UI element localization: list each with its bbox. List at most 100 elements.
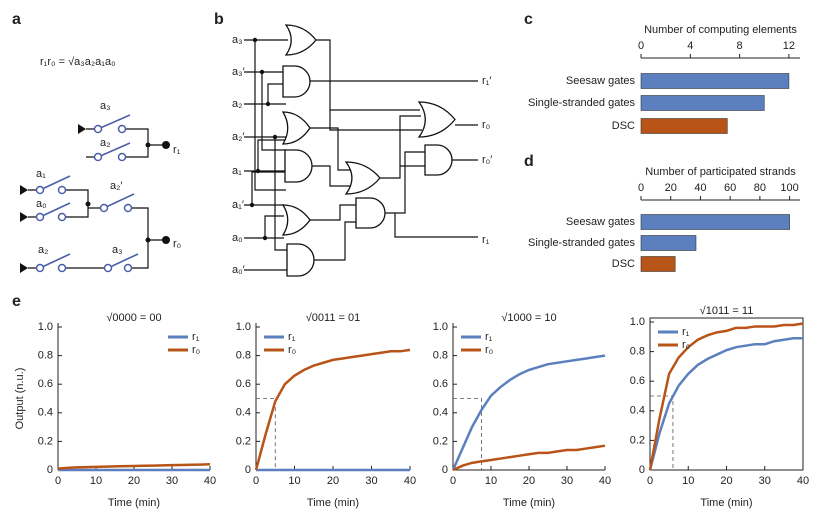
y-tick-label: 1.0 — [236, 321, 251, 333]
x-tick-label: 40 — [599, 475, 611, 487]
and-gate — [282, 65, 311, 98]
x-tick-label: 20 — [128, 475, 140, 487]
chart-title: Number of participated strands — [645, 166, 796, 178]
bar — [640, 73, 790, 89]
legend-label: r₀ — [485, 344, 493, 356]
input-label: a₁′ — [232, 199, 244, 211]
or-gate — [281, 204, 311, 236]
switch-label: a₂′ — [110, 180, 122, 192]
input-label: a₀′ — [232, 264, 245, 276]
panel-label: e — [12, 293, 21, 310]
x-axis-label: Time (min) — [108, 497, 160, 509]
input-label: a₁ — [232, 165, 242, 177]
or-gate — [281, 111, 311, 145]
and-gate — [424, 144, 453, 176]
category-label: Seesaw gates — [566, 75, 636, 87]
category-label: Single-stranded gates — [528, 237, 636, 249]
x-tick-label: 0 — [253, 475, 259, 487]
or-gate — [284, 24, 317, 56]
x-tick-label: 10 — [288, 475, 300, 487]
y-tick-label: 0 — [47, 464, 53, 476]
chart-title: Number of computing elements — [644, 24, 797, 36]
x-tick-label: 10 — [90, 475, 102, 487]
x-tick-label: 0 — [638, 182, 644, 194]
input-label: a₂ — [232, 98, 242, 110]
series-line — [57, 463, 211, 470]
series-line — [451, 354, 606, 471]
x-tick-label: 60 — [724, 182, 736, 194]
input-label: a₀ — [232, 232, 243, 244]
bar — [640, 235, 697, 251]
x-axis-label: Time (min) — [700, 497, 752, 509]
bar — [640, 95, 765, 111]
logic-circuit — [244, 24, 478, 277]
x-axis-label: Time (min) — [307, 497, 359, 509]
panel-label: a — [12, 11, 21, 28]
switch-label: a₁ — [36, 168, 46, 180]
y-tick-label: 0 — [442, 464, 448, 476]
input-label: a₂′ — [232, 131, 244, 143]
x-axis-label: Time (min) — [503, 497, 555, 509]
chart-title: √0011 = 01 — [306, 312, 360, 324]
category-label: Single-stranded gates — [528, 97, 636, 109]
y-tick-label: 1.0 — [38, 321, 53, 333]
category-label: DSC — [612, 258, 635, 270]
legend-label: r₀ — [192, 344, 200, 356]
bar — [640, 256, 676, 272]
series-line — [648, 322, 804, 471]
y-tick-label: 0.2 — [433, 435, 448, 447]
x-tick-label: 30 — [759, 475, 771, 487]
or-gate — [344, 161, 381, 195]
and-gate — [355, 197, 386, 229]
x-tick-label: 0 — [55, 475, 61, 487]
equation: r₁r₀ = √a₃a₂a₁a₀ — [40, 56, 116, 68]
chart-title: √1011 = 11 — [700, 305, 754, 317]
bar — [640, 118, 728, 134]
x-tick-label: 0 — [638, 40, 644, 52]
switch-circuit — [20, 114, 170, 273]
switch-label: a₀ — [36, 198, 47, 210]
y-tick-label: 0.6 — [433, 378, 448, 390]
y-tick-label: 0.2 — [630, 434, 645, 446]
legend-label: r₀ — [682, 339, 690, 351]
y-tick-label: 0.8 — [433, 350, 448, 362]
series-line — [254, 348, 411, 471]
x-tick-label: 100 — [780, 182, 798, 194]
y-tick-label: 0.8 — [236, 350, 251, 362]
series-line — [648, 337, 803, 471]
x-tick-label: 80 — [754, 182, 766, 194]
chart-title: √1000 = 10 — [501, 312, 556, 324]
x-tick-label: 10 — [485, 475, 497, 487]
y-tick-label: 1.0 — [630, 316, 645, 328]
input-label: a₃ — [232, 34, 243, 46]
switch-label: a₂ — [38, 244, 48, 256]
input-label: a₃′ — [232, 66, 245, 78]
x-tick-label: 10 — [682, 475, 694, 487]
legend-label: r₀ — [288, 344, 296, 356]
guide-line — [256, 398, 276, 470]
and-gate — [284, 149, 313, 183]
y-tick-label: 0.4 — [38, 407, 53, 419]
chart-title: √0000 = 00 — [106, 312, 161, 324]
guide-line — [453, 398, 482, 470]
output-label: r₀ — [482, 119, 490, 131]
output-label: r₀′ — [482, 154, 492, 166]
output-label: r₁ — [482, 234, 490, 246]
x-tick-label: 20 — [720, 475, 732, 487]
switch-label: a₃ — [112, 244, 123, 256]
y-axis-label: Output (n.u.) — [14, 368, 26, 430]
y-tick-label: 0.6 — [236, 378, 251, 390]
x-tick-label: 40 — [404, 475, 416, 487]
legend-label: r₁ — [288, 331, 296, 343]
category-label: DSC — [612, 120, 635, 132]
series-line — [452, 444, 606, 472]
x-tick-label: 30 — [561, 475, 573, 487]
x-tick-label: 20 — [327, 475, 339, 487]
x-tick-label: 4 — [687, 40, 693, 52]
x-tick-label: 0 — [647, 475, 653, 487]
legend-label: r₁ — [682, 326, 690, 338]
y-tick-label: 0.8 — [38, 350, 53, 362]
y-tick-label: 0.4 — [630, 405, 645, 417]
y-tick-label: 0.2 — [236, 435, 251, 447]
x-tick-label: 20 — [665, 182, 677, 194]
